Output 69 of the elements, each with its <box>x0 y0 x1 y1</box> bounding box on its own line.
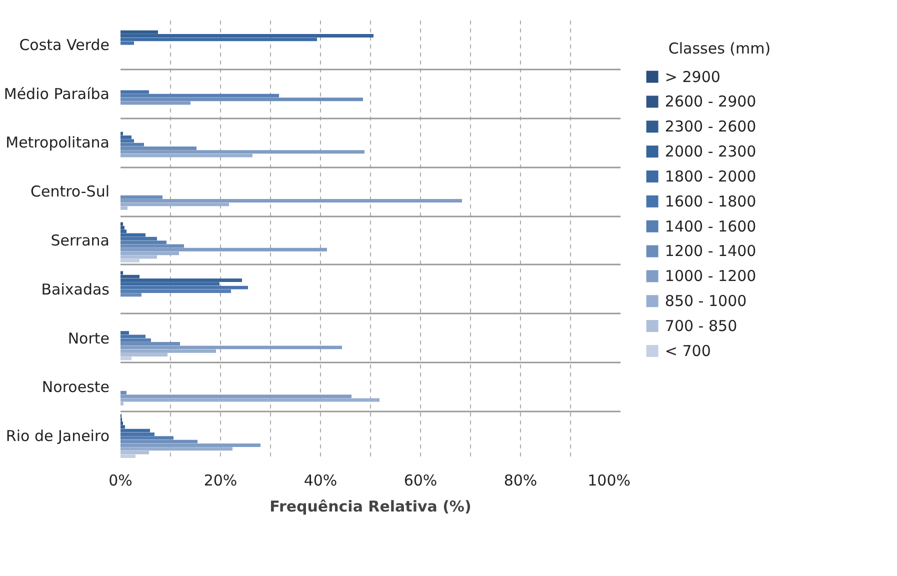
legend-label: 850 - 1000 <box>664 292 747 310</box>
legend-label: 1400 - 1600 <box>664 217 756 236</box>
bar <box>120 258 140 262</box>
bar <box>120 206 128 210</box>
x-tick-label: 60% <box>404 472 438 490</box>
legend-label: 2600 - 2900 <box>664 92 756 111</box>
bar <box>120 356 132 360</box>
bar <box>120 34 374 38</box>
legend-label: 1600 - 1800 <box>664 192 756 210</box>
y-tick-label: Centro-Sul <box>30 182 110 201</box>
bar <box>120 334 146 338</box>
bar <box>120 293 142 297</box>
bar <box>120 98 363 102</box>
bar <box>120 402 124 406</box>
bar <box>120 440 198 444</box>
bar <box>120 142 144 146</box>
bar <box>120 150 364 154</box>
y-tick-label: Baixadas <box>41 280 110 298</box>
bar <box>120 390 126 394</box>
bar <box>120 342 180 346</box>
bar <box>120 432 154 436</box>
bar <box>120 195 162 199</box>
bar <box>120 338 151 342</box>
legend-label: > 2900 <box>664 68 720 86</box>
legend-label: 1000 - 1200 <box>664 267 756 286</box>
bar <box>120 450 149 454</box>
bar <box>120 199 462 203</box>
legend-label: < 700 <box>664 342 711 360</box>
bar <box>120 289 231 293</box>
bar <box>120 146 196 150</box>
x-tick-label: 20% <box>204 472 238 490</box>
bar <box>120 139 134 143</box>
bar <box>120 202 229 206</box>
bar <box>120 454 136 458</box>
bar <box>120 353 168 357</box>
bar <box>120 346 342 350</box>
y-tick-label: Rio de Janeiro <box>6 427 110 446</box>
bar <box>120 443 260 447</box>
y-tick-label: Metropolitana <box>6 134 110 152</box>
bar <box>120 154 252 158</box>
x-tick-label: 40% <box>304 472 338 490</box>
bar <box>120 349 216 353</box>
bar <box>120 94 279 98</box>
bar <box>120 236 157 240</box>
x-tick-label: 100% <box>588 472 631 490</box>
bar <box>120 278 242 282</box>
bar <box>120 394 352 398</box>
x-tick-label: 80% <box>504 472 538 490</box>
legend-label: 2300 - 2600 <box>664 118 756 136</box>
legend-label: 2000 - 2300 <box>664 142 756 161</box>
bar <box>120 248 327 252</box>
y-tick-label: Norte <box>68 329 110 348</box>
y-tick-label: Serrana <box>50 232 110 250</box>
legend-label: 1800 - 2000 <box>664 167 756 186</box>
x-tick-label: 0% <box>108 472 132 490</box>
y-tick-label: Costa Verde <box>19 36 110 54</box>
bar <box>120 240 166 244</box>
bar <box>120 226 124 230</box>
legend-label: 700 - 850 <box>664 317 738 336</box>
bar <box>120 447 232 451</box>
legend-label: 1200 - 1400 <box>664 242 756 260</box>
bar <box>120 286 248 290</box>
x-axis-title: Frequência Relativa (%) <box>270 498 472 516</box>
legend-title: Classes (mm) <box>668 40 771 58</box>
y-tick-label: Noroeste <box>42 378 110 396</box>
y-tick-label: Médio Paraíba <box>4 84 110 103</box>
bar <box>120 252 179 256</box>
bar <box>120 135 132 139</box>
bar <box>120 436 174 440</box>
